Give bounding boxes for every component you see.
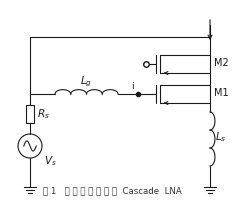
Text: i: i — [131, 82, 133, 91]
Text: $L_g$: $L_g$ — [80, 75, 93, 89]
Text: M1: M1 — [214, 88, 229, 98]
Text: $R_s$: $R_s$ — [37, 107, 50, 121]
FancyBboxPatch shape — [26, 105, 34, 123]
Text: $L_s$: $L_s$ — [215, 130, 226, 144]
Text: M2: M2 — [214, 58, 229, 68]
Text: 图 1   源 极 电 感 负 反 馈  Cascade  LNA: 图 1 源 极 电 感 负 反 馈 Cascade LNA — [43, 186, 181, 195]
Text: $V_s$: $V_s$ — [44, 154, 57, 168]
